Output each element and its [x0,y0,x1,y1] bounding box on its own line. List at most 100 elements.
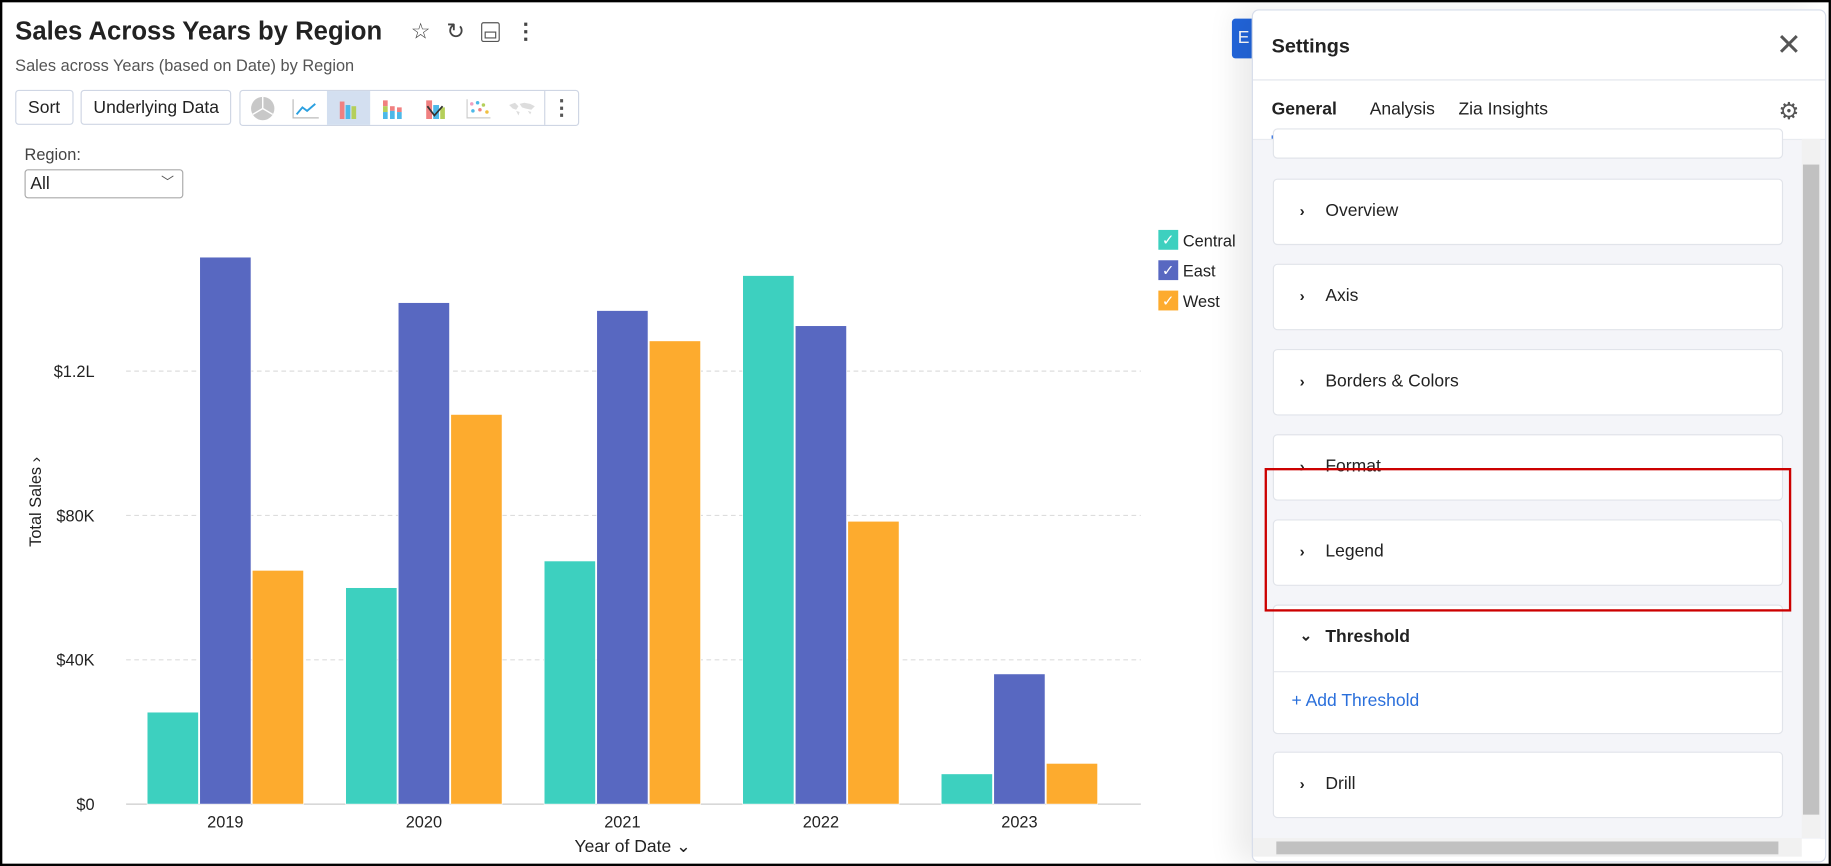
bar-central-2020[interactable] [345,587,398,805]
region-filter-label: Region: [24,144,81,164]
region-filter-value: All [30,173,50,194]
x-tick-label: 2020 [406,813,442,830]
bar-central-2022[interactable] [742,275,795,805]
bar-east-2019[interactable] [199,256,252,805]
y-tick-label: $1.2L [54,363,95,381]
y-tick-label: $0 [76,796,94,814]
gear-icon[interactable]: ⚙ [1778,99,1800,125]
legend-item-west[interactable]: ✓ West [1158,290,1220,311]
checkbox-checked-icon[interactable]: ✓ [1158,229,1179,250]
chevron-right-icon: › [1299,372,1305,390]
title-row: Sales Across Years by Region ☆ ↻ ⋮ [15,16,538,46]
y-axis-title-text: Total Sales [25,466,45,547]
bar-east-2023[interactable] [993,673,1046,805]
tab-zia-insights[interactable]: Zia Insights [1458,99,1549,120]
section-format[interactable]: › Format [1272,434,1784,501]
chevron-right-icon: › [1299,287,1305,305]
add-threshold-link[interactable]: + Add Threshold [1291,690,1420,711]
close-icon[interactable]: ✕ [1776,26,1802,62]
bar-east-2020[interactable] [397,302,450,805]
bar-chart-icon[interactable] [326,91,371,125]
section-label: Borders & Colors [1325,371,1459,391]
chevron-right-icon: › [1299,774,1305,793]
y-tick-label: $80K [56,507,94,525]
bar-east-2021[interactable] [596,310,649,805]
section-label: Legend [1325,541,1384,562]
checkbox-checked-icon[interactable]: ✓ [1158,260,1179,281]
bar-west-2021[interactable] [648,340,701,805]
section-overview[interactable]: › Overview [1272,178,1784,246]
star-icon[interactable]: ☆ [410,19,431,44]
chevron-right-icon: › [1299,457,1305,476]
chevron-down-icon: ⌄ [676,836,691,857]
section-legend[interactable]: › Legend [1272,519,1784,586]
settings-title: Settings [1271,35,1350,58]
section-drill[interactable]: › Drill [1272,751,1784,819]
legend-item-east[interactable]: ✓ East [1158,260,1216,281]
legend-label: Central [1182,230,1236,250]
scatter-chart-icon[interactable] [457,91,500,125]
y-axis-title[interactable]: Total Sales › [26,443,45,560]
section-label: Format [1325,456,1381,477]
map-chart-icon[interactable] [500,91,543,125]
stacked-bar-chart-icon[interactable] [370,91,413,125]
save-icon[interactable] [481,21,501,42]
bar-west-2019[interactable] [251,569,304,805]
highlight-box [1264,468,1792,612]
chevron-right-icon: › [1299,201,1305,220]
y-tick-label: $40K [56,652,94,670]
legend-item-central[interactable]: ✓ Central [1158,229,1236,250]
section-label: Overview [1325,200,1399,221]
horizontal-scrollbar-thumb[interactable] [1276,841,1779,855]
more-chart-types-icon[interactable]: ⋮ [544,91,578,125]
chart-type-selector: ⋮ [239,89,580,127]
checkbox-checked-icon[interactable]: ✓ [1158,290,1179,311]
settings-content: › Overview › Axis › Borders & Colors › Forma… [1252,128,1826,840]
page-subtitle: Sales across Years (based on Date) by Re… [15,56,355,75]
sort-button[interactable]: Sort [15,89,74,125]
section-label: Drill [1325,773,1356,794]
underlying-data-button[interactable]: Underlying Data [80,89,232,125]
bar-west-2023[interactable] [1045,763,1098,805]
x-axis-title-text: Year of Date [574,836,672,857]
x-tick-label: 2023 [1001,813,1037,830]
section-borders-colors[interactable]: › Borders & Colors [1272,348,1784,416]
x-tick-label: 2021 [604,813,640,830]
vertical-scrollbar-thumb[interactable] [1802,164,1820,815]
region-filter-select[interactable]: All ﹀ [24,169,184,199]
chevron-right-icon: › [1299,542,1305,561]
tab-general[interactable]: General [1271,99,1337,120]
settings-panel: Settings ✕ General Analysis Zia Insights… [1251,9,1827,863]
section-label: Threshold [1325,626,1411,647]
bar-central-2023[interactable] [940,773,993,805]
edit-button[interactable]: E [1231,18,1252,59]
section-card-partial [1272,128,1784,159]
threshold-header[interactable]: ⌄ Threshold [1273,606,1782,673]
bar-central-2019[interactable] [146,711,199,805]
section-axis[interactable]: › Axis [1272,263,1784,331]
refresh-icon[interactable]: ↻ [446,19,466,44]
x-tick-label: 2022 [803,813,839,830]
section-label: Axis [1325,285,1359,306]
bar-west-2022[interactable] [847,520,900,805]
pie-chart-icon[interactable] [241,91,284,125]
legend-label: East [1182,260,1216,280]
bar-east-2022[interactable] [794,325,847,805]
chevron-down-icon: ⌄ [1299,626,1313,645]
chevron-down-icon: ﹀ [161,176,174,191]
line-chart-icon[interactable] [284,91,327,125]
divider [1252,79,1826,81]
combo-chart-icon[interactable] [413,91,456,125]
more-vertical-icon[interactable]: ⋮ [514,19,537,44]
x-axis-title[interactable]: Year of Date ⌄ [575,836,691,857]
bar-chart: $0 $40K $80K $1.2L 2019 2020 2021 2022 2023 [54,256,1141,831]
chevron-right-icon: › [25,456,45,463]
section-threshold: ⌄ Threshold + Add Threshold [1272,604,1784,735]
x-tick-label: 2019 [207,813,243,830]
bar-central-2021[interactable] [543,560,596,805]
tab-analysis[interactable]: Analysis [1369,99,1435,120]
page-title: Sales Across Years by Region [15,16,383,46]
bar-west-2020[interactable] [450,414,503,805]
legend-label: West [1182,291,1220,310]
